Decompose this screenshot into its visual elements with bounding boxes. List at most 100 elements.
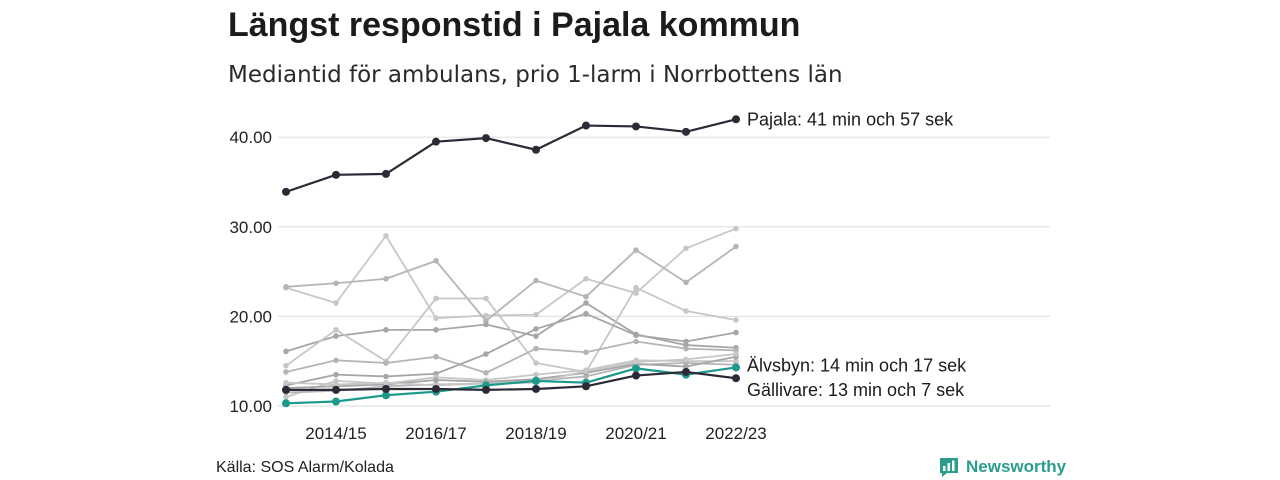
data-point — [582, 382, 590, 391]
data-point — [333, 371, 339, 378]
data-point — [633, 338, 639, 345]
data-point — [633, 247, 639, 253]
data-point — [383, 327, 389, 333]
data-point — [682, 367, 690, 376]
data-point — [383, 360, 389, 366]
data-point — [432, 137, 440, 146]
data-point — [383, 232, 389, 239]
data-point — [682, 127, 690, 136]
data-point — [533, 360, 539, 366]
x-tick-label: 2020/21 — [605, 424, 666, 443]
context-series — [283, 243, 739, 324]
y-tick-label: 40.00 — [229, 128, 272, 147]
data-point — [533, 345, 539, 352]
data-point — [382, 169, 390, 178]
data-point — [483, 370, 489, 376]
source-note: Källa: SOS Alarm/Kolada — [216, 459, 394, 476]
data-point — [332, 385, 340, 394]
data-point — [583, 275, 589, 282]
data-point — [283, 284, 289, 290]
data-point — [533, 311, 539, 318]
data-point — [283, 394, 289, 400]
data-point — [433, 353, 439, 360]
brand-name: Newsworthy — [966, 457, 1067, 476]
data-point — [532, 376, 540, 385]
data-point — [482, 385, 490, 394]
data-point — [283, 379, 289, 386]
data-point — [583, 300, 589, 306]
series-line — [285, 245, 737, 322]
series-pajala — [282, 115, 740, 196]
data-point — [333, 280, 339, 287]
data-point — [633, 332, 639, 339]
data-point — [633, 284, 639, 291]
data-point — [332, 170, 340, 179]
data-point — [333, 381, 339, 388]
data-point — [733, 351, 739, 357]
data-point — [583, 293, 589, 300]
data-point — [582, 121, 590, 130]
data-point — [683, 279, 689, 286]
y-tick-label: 20.00 — [229, 307, 272, 326]
series-label-gällivare: Gällivare: 13 min och 7 sek — [747, 380, 965, 400]
data-point — [333, 357, 339, 364]
data-point — [533, 371, 539, 378]
data-point — [632, 122, 640, 131]
data-point — [333, 333, 339, 339]
context-series — [283, 284, 739, 375]
y-tick-label: 10.00 — [229, 397, 272, 416]
data-point — [283, 348, 289, 355]
bar-chart-icon — [940, 458, 958, 477]
chart-title: Längst responstid i Pajala kommun — [228, 6, 801, 44]
data-point — [283, 369, 289, 375]
data-point — [533, 326, 539, 332]
data-point — [483, 295, 489, 302]
series-label-pajala: Pajala: 41 min och 57 sek — [747, 109, 954, 129]
x-tick-label: 2018/19 — [505, 424, 566, 443]
data-point — [433, 315, 439, 321]
data-point — [333, 327, 339, 333]
data-point — [532, 384, 540, 393]
series-line — [285, 312, 737, 387]
series-line — [285, 118, 737, 193]
data-point — [683, 245, 689, 252]
data-point — [482, 134, 490, 143]
x-tick-label: 2016/17 — [405, 424, 466, 443]
data-point — [683, 308, 689, 314]
data-point — [332, 397, 340, 406]
data-point — [732, 374, 740, 383]
y-tick-label: 30.00 — [229, 218, 272, 237]
series-line — [285, 340, 737, 374]
data-point — [382, 391, 390, 400]
data-point — [583, 310, 589, 317]
series-label-älvsbyn: Älvsbyn: 14 min och 17 sek — [747, 355, 967, 375]
data-point — [282, 187, 290, 196]
data-point — [282, 385, 290, 394]
data-point — [632, 371, 640, 380]
data-point — [733, 317, 739, 323]
data-point — [632, 364, 640, 373]
data-point — [683, 338, 689, 345]
data-point — [483, 351, 489, 357]
data-point — [282, 399, 290, 408]
data-point — [633, 359, 639, 365]
data-point — [533, 277, 539, 284]
x-tick-label: 2022/23 — [705, 424, 766, 443]
data-point — [583, 368, 589, 374]
x-tick-label: 2014/15 — [305, 424, 366, 443]
series-line — [285, 286, 737, 373]
data-point — [532, 145, 540, 154]
series-line — [286, 370, 737, 391]
chart-subtitle: Mediantid för ambulans, prio 1-larm i No… — [228, 62, 843, 88]
data-point — [732, 115, 740, 124]
data-point — [433, 377, 439, 383]
data-point — [433, 327, 439, 333]
data-point — [283, 362, 289, 369]
context-series — [283, 338, 739, 376]
data-point — [533, 333, 539, 339]
data-point — [383, 275, 389, 282]
data-point — [432, 384, 440, 393]
series-line — [285, 355, 737, 389]
series-line — [285, 302, 737, 353]
